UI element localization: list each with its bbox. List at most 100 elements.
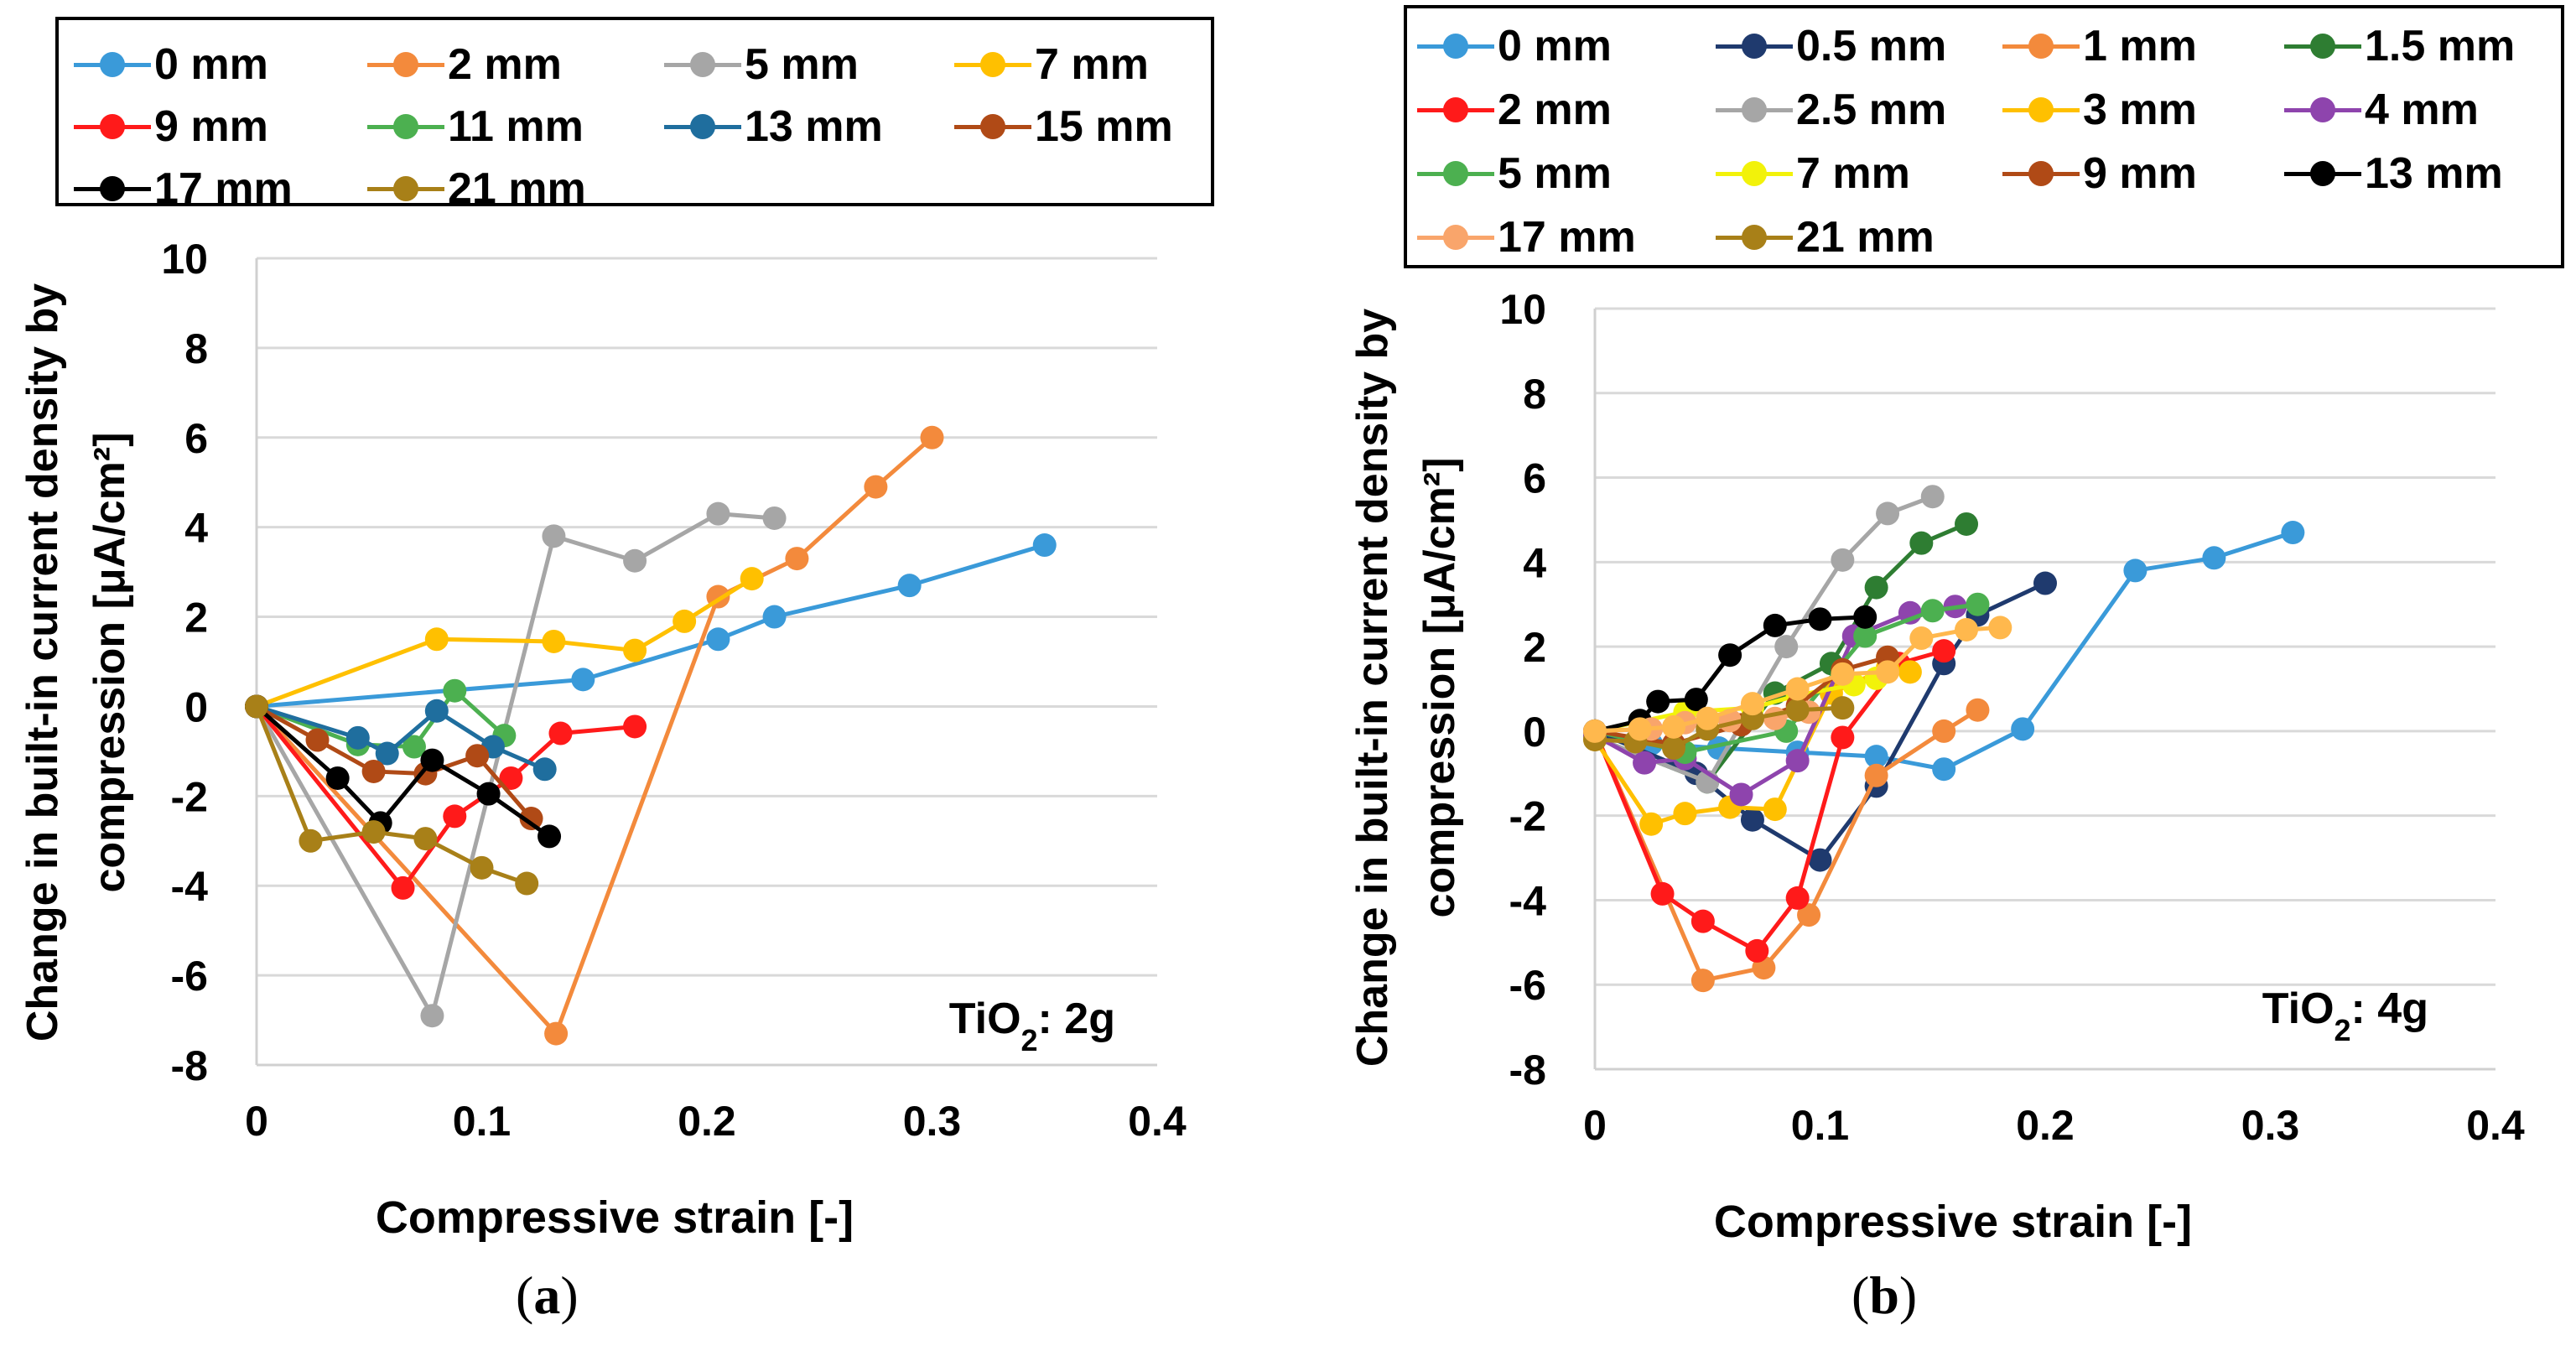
legend-label: 1 mm <box>2083 22 2197 70</box>
data-point <box>1729 782 1753 807</box>
legend-item: 21 mm <box>1716 208 1935 267</box>
legend-swatch <box>1417 144 1494 203</box>
x-tick-label: 0.2 <box>678 1098 736 1145</box>
data-point <box>361 820 386 844</box>
legend-swatch <box>2002 144 2080 203</box>
data-point <box>391 875 415 900</box>
data-point <box>548 721 573 745</box>
data-point <box>706 627 730 652</box>
legend-swatch <box>2002 17 2080 75</box>
legend-item: 2 mm <box>1417 81 1612 139</box>
x-tick-label: 0.1 <box>453 1098 512 1145</box>
data-point <box>1920 599 1945 623</box>
series-7-mm <box>245 567 764 719</box>
y-tick-label: 10 <box>161 236 208 283</box>
y-tick-label: 0 <box>184 683 208 730</box>
chart-annotation: TiO2: 2g <box>949 995 1115 1057</box>
legend-label: 0 mm <box>154 40 268 89</box>
data-point <box>1853 605 1877 629</box>
legend-item: 15 mm <box>954 97 1173 156</box>
data-point <box>1718 643 1742 668</box>
y-tick-label: 4 <box>1523 539 1546 586</box>
legend-swatch <box>1417 17 1494 75</box>
legend-item: 13 mm <box>2284 144 2503 203</box>
data-point <box>1785 677 1810 701</box>
legend-item: 4 mm <box>2284 81 2479 139</box>
legend-item: 21 mm <box>367 159 586 218</box>
y-tick-label: 6 <box>184 415 208 462</box>
x-tick-label: 0 <box>245 1098 268 1145</box>
data-point <box>897 574 922 598</box>
legend-item: 9 mm <box>2002 144 2197 203</box>
data-point <box>1988 616 2012 640</box>
y-tick-label: -4 <box>1509 877 1547 924</box>
legend-swatch <box>367 159 444 218</box>
legend-label: 1.5 mm <box>2365 22 2516 70</box>
legend-label: 21 mm <box>448 164 586 213</box>
legend-swatch <box>664 35 741 94</box>
data-point <box>1909 531 1934 555</box>
legend-item: 7 mm <box>1716 144 1910 203</box>
data-point <box>361 759 386 783</box>
y-tick-label: -6 <box>171 953 208 1000</box>
legend-swatch <box>74 97 151 156</box>
data-point <box>470 855 494 880</box>
legend-item: 0.5 mm <box>1716 17 1946 75</box>
data-point <box>1690 969 1715 993</box>
caption-a: (a) <box>516 1265 579 1325</box>
data-point <box>1864 763 1888 787</box>
legend-item: 0 mm <box>1417 17 1612 75</box>
legend-swatch <box>2284 81 2361 139</box>
data-point <box>1898 660 1922 684</box>
data-point <box>1785 749 1810 773</box>
legend-swatch <box>74 35 151 94</box>
legend-label: 0 mm <box>1498 22 1612 70</box>
data-point <box>1583 719 1607 743</box>
legend-item: 5 mm <box>664 35 859 94</box>
data-point <box>1808 848 1832 872</box>
data-point <box>1032 533 1057 558</box>
data-point <box>1684 688 1708 712</box>
data-point <box>1785 886 1810 910</box>
data-point <box>1745 938 1769 963</box>
legend-label: 7 mm <box>1796 149 1910 198</box>
data-point <box>2033 571 2057 595</box>
data-point <box>920 425 944 449</box>
legend-label: 13 mm <box>745 102 883 151</box>
data-point <box>542 524 566 548</box>
data-point <box>2011 717 2035 741</box>
data-point <box>1740 808 1764 832</box>
data-point <box>1740 692 1764 716</box>
legend-swatch <box>2284 17 2361 75</box>
data-point <box>1628 717 1652 741</box>
data-point <box>1932 719 1956 743</box>
chart-a: -8 -6 -4 -2 0 2 4 6 8 10 0 0.1 0.2 0.3 0.4 Compressive … <box>18 236 1187 1243</box>
x-axis-title: Compressive strain [-] <box>1714 1197 2192 1247</box>
data-point <box>424 699 449 723</box>
x-tick-label: 0.1 <box>1791 1102 1850 1149</box>
x-tick-label: 0.4 <box>2466 1102 2525 1149</box>
y-tick-label: -6 <box>1509 962 1546 1009</box>
y-tick-label: 2 <box>1523 624 1546 671</box>
data-point <box>538 824 562 849</box>
caption-b: (b) <box>1852 1265 1918 1325</box>
data-point <box>1661 736 1685 761</box>
y-tick-label: 2 <box>184 595 208 642</box>
legend-item: 2 mm <box>367 35 562 94</box>
data-point <box>762 506 787 530</box>
y-axis-title-line1: Change in built-in current density by <box>1348 309 1397 1067</box>
chart-annotation: TiO2: 4g <box>2262 984 2428 1047</box>
legend-label: 17 mm <box>154 164 293 213</box>
data-point <box>1876 660 1900 684</box>
legend-item: 1.5 mm <box>2284 17 2515 75</box>
legend-label: 2 mm <box>1498 86 1612 134</box>
series-line <box>254 512 775 1018</box>
data-point <box>1864 575 1888 600</box>
data-point <box>1831 662 1855 686</box>
legend-item: 13 mm <box>664 97 883 156</box>
legend-item: 2.5 mm <box>1716 81 1946 139</box>
legend-label: 15 mm <box>1035 102 1173 151</box>
panel-b: -8 -6 -4 -2 0 2 4 6 8 10 0 0.1 0.2 0.3 0.4 Compressive … <box>1288 0 2576 1361</box>
data-point <box>1774 635 1799 659</box>
data-point <box>1920 485 1945 509</box>
